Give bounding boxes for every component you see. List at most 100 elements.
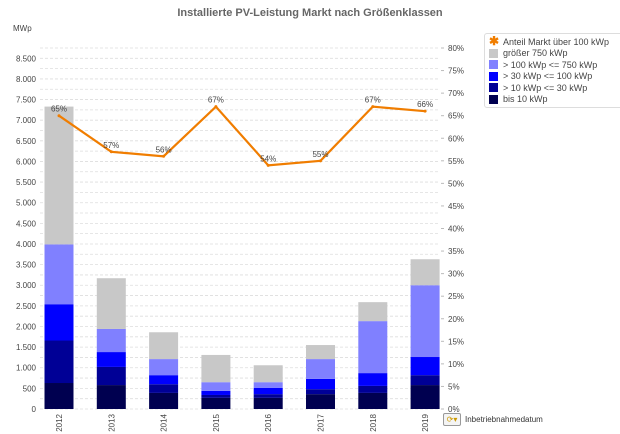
- x-tick-label: 2018: [369, 413, 378, 431]
- bar-segment: [201, 382, 231, 391]
- bar-segment: [201, 397, 231, 409]
- bar-segment: [149, 392, 179, 409]
- line-series: [58, 105, 426, 167]
- legend-item[interactable]: bis 10 kWp: [489, 94, 619, 106]
- y-tick-label: 5.500: [16, 178, 37, 187]
- y2-tick-label: 45%: [448, 202, 464, 211]
- bar-segment: [358, 321, 388, 374]
- data-label: 56%: [156, 145, 172, 154]
- x-tick-label: 2015: [212, 413, 221, 431]
- y2-tick-label: 30%: [448, 270, 464, 279]
- x-tick-label: 2017: [317, 413, 326, 431]
- bar-segment: [306, 389, 335, 395]
- legend-item[interactable]: ✱ Anteil Markt über 100 kWp: [489, 34, 619, 49]
- bar-segment: [306, 345, 335, 360]
- chart-title: Installierte PV-Leistung Markt nach Größ…: [177, 7, 443, 19]
- y2-tick-label: 20%: [448, 315, 464, 324]
- y-tick-label: 1.500: [16, 343, 37, 352]
- bar-segment: [44, 383, 74, 409]
- y2-tick-label: 60%: [448, 134, 464, 143]
- bar-segment: [96, 278, 126, 329]
- bar-segment: [306, 394, 335, 409]
- bar-segment: [201, 394, 231, 398]
- bar-segment: [410, 357, 440, 376]
- cycle-dropdown-icon[interactable]: ⟳▾: [443, 413, 461, 426]
- y-tick-label: 2.500: [16, 302, 37, 311]
- bar-segment: [201, 354, 231, 383]
- y2-tick-label: 35%: [448, 247, 464, 256]
- y2-tick-label: 40%: [448, 225, 464, 234]
- line-point: [266, 163, 270, 167]
- bar-segment: [253, 397, 283, 409]
- line-point: [109, 150, 113, 154]
- legend[interactable]: ✱ Anteil Markt über 100 kWp größer 750 kWp…: [484, 33, 620, 108]
- legend-label: größer 750 kWp: [503, 48, 568, 59]
- data-label: 67%: [365, 96, 381, 105]
- bar-segment: [96, 366, 126, 386]
- y-tick-label: 2.000: [16, 322, 37, 331]
- y-tick-label: 8.500: [16, 54, 37, 63]
- y2-tick-label: 70%: [448, 89, 464, 98]
- y2-tick-label: 80%: [448, 44, 464, 53]
- y-tick-label: 7.000: [16, 116, 37, 125]
- y-tick-label: 500: [23, 384, 37, 393]
- bar-segment: [410, 259, 440, 286]
- data-label: 57%: [103, 141, 119, 150]
- bar-segment: [96, 328, 126, 353]
- y-tick-label: 6.000: [16, 157, 37, 166]
- bar-segment: [410, 385, 440, 409]
- y2-tick-label: 75%: [448, 67, 464, 76]
- x-tick-label: 2013: [107, 413, 116, 431]
- data-label: 54%: [260, 154, 276, 163]
- bar-segment: [253, 382, 283, 388]
- y2-tick-label: 50%: [448, 179, 464, 188]
- y-tick-label: 4.000: [16, 240, 37, 249]
- bar-segment: [44, 304, 74, 341]
- y-tick-label: 6.500: [16, 137, 37, 146]
- legend-item[interactable]: größer 750 kWp: [489, 48, 619, 60]
- bar-segment: [306, 378, 335, 390]
- bar-segment: [410, 285, 440, 358]
- legend-label: > 100 kWp <= 750 kWp: [503, 59, 598, 70]
- bar-segment: [96, 352, 126, 367]
- bar-segment: [253, 387, 283, 395]
- y2-tick-label: 25%: [448, 292, 464, 301]
- legend-item[interactable]: > 30 kWp <= 100 kWp: [489, 71, 619, 83]
- legend-label: bis 10 kWp: [503, 94, 548, 105]
- x-tick-label: 2014: [160, 413, 169, 431]
- line-point: [57, 114, 61, 118]
- y2-tick-label: 5%: [448, 382, 460, 391]
- line-point: [423, 109, 427, 113]
- line-point: [371, 105, 375, 109]
- legend-label: > 10 kWp <= 30 kWp: [503, 82, 588, 93]
- bar-segment: [149, 384, 179, 393]
- bar-segment: [44, 244, 74, 305]
- data-label: 55%: [312, 150, 328, 159]
- bar-segment: [253, 365, 283, 383]
- y-axis-label: MWp: [13, 24, 32, 33]
- bar-segment: [358, 392, 388, 409]
- legend-swatch: [489, 83, 498, 93]
- legend-swatch: [489, 94, 498, 104]
- legend-item[interactable]: > 100 kWp <= 750 kWp: [489, 59, 619, 71]
- x-tick-label: 2019: [421, 413, 430, 431]
- y2-tick-label: 55%: [448, 157, 464, 166]
- star-icon: ✱: [489, 34, 500, 49]
- y-tick-label: 1.000: [16, 364, 37, 373]
- legend-swatch: [489, 48, 498, 58]
- bar-segment: [253, 394, 283, 398]
- bar-segment: [358, 373, 388, 386]
- y-tick-label: 0: [32, 405, 37, 414]
- bar-segment: [96, 385, 126, 409]
- y-tick-label: 3.000: [16, 281, 37, 290]
- y-tick-label: 4.500: [16, 219, 37, 228]
- line-point: [214, 105, 218, 109]
- legend-item[interactable]: > 10 kWp <= 30 kWp: [489, 82, 619, 94]
- line-point: [162, 154, 166, 158]
- y2-tick-label: 10%: [448, 360, 464, 369]
- dimension-selector[interactable]: ⟳▾ Inbetriebnahmedatum: [443, 413, 543, 426]
- bar-segment: [44, 106, 74, 245]
- y-tick-label: 3.500: [16, 261, 37, 270]
